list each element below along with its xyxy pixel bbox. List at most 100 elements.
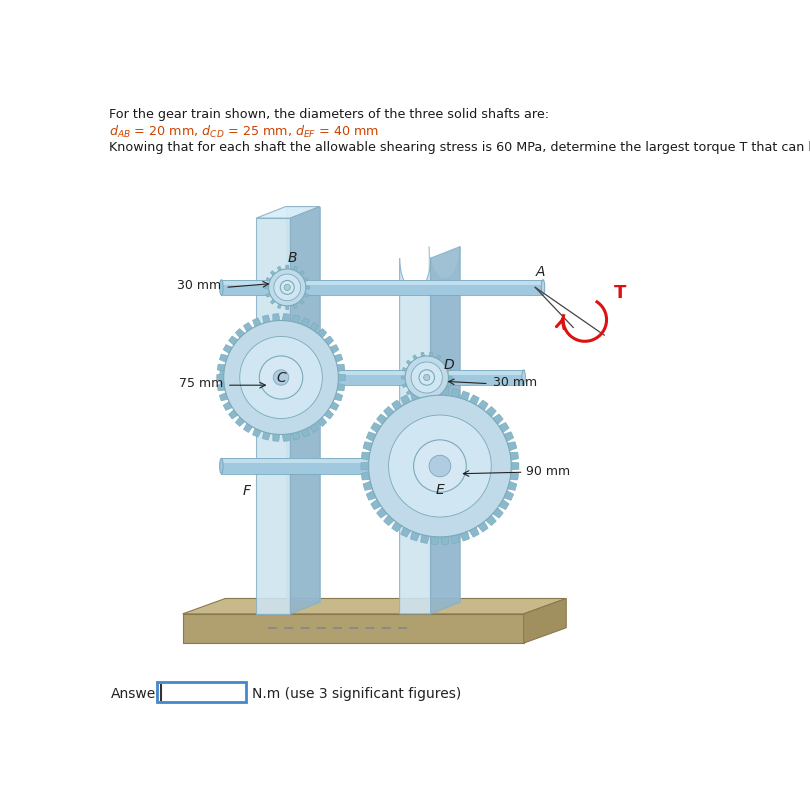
Polygon shape: [441, 535, 449, 545]
Text: N.m (use 3 significant figures): N.m (use 3 significant figures): [252, 686, 461, 701]
Circle shape: [429, 456, 451, 477]
Polygon shape: [421, 397, 425, 403]
Polygon shape: [411, 392, 420, 403]
Polygon shape: [450, 534, 459, 544]
Polygon shape: [484, 407, 497, 418]
Polygon shape: [413, 355, 418, 362]
Text: F: F: [243, 483, 251, 497]
Text: T: T: [614, 284, 627, 302]
Circle shape: [273, 371, 289, 386]
Circle shape: [259, 357, 303, 400]
Polygon shape: [509, 453, 518, 461]
Polygon shape: [502, 432, 514, 443]
Text: C: C: [276, 371, 286, 385]
Polygon shape: [484, 514, 497, 526]
Polygon shape: [361, 472, 372, 480]
Polygon shape: [428, 397, 433, 403]
Circle shape: [224, 321, 339, 435]
Text: 30 mm: 30 mm: [492, 375, 537, 388]
Polygon shape: [282, 433, 289, 442]
Polygon shape: [302, 278, 309, 283]
Ellipse shape: [220, 281, 223, 296]
Text: D: D: [444, 357, 454, 371]
Polygon shape: [262, 315, 271, 325]
Polygon shape: [286, 305, 289, 311]
Polygon shape: [413, 394, 418, 401]
Polygon shape: [286, 266, 289, 271]
Polygon shape: [298, 272, 304, 277]
Text: $d_{AB}$ = 20 mm, $d_{CD}$ = 25 mm, $d_{EF}$ = 40 mm: $d_{AB}$ = 20 mm, $d_{CD}$ = 25 mm, $d_{…: [109, 123, 379, 139]
Circle shape: [274, 275, 301, 302]
Polygon shape: [411, 530, 420, 542]
Polygon shape: [253, 319, 262, 329]
Polygon shape: [322, 337, 334, 347]
Polygon shape: [441, 361, 447, 367]
Polygon shape: [497, 499, 509, 510]
Polygon shape: [468, 395, 480, 407]
Polygon shape: [328, 345, 339, 355]
Polygon shape: [377, 414, 389, 426]
Polygon shape: [476, 521, 488, 532]
Polygon shape: [228, 337, 239, 347]
Circle shape: [414, 440, 467, 492]
Polygon shape: [431, 535, 439, 545]
Circle shape: [419, 371, 434, 386]
Polygon shape: [492, 507, 503, 518]
Polygon shape: [182, 599, 566, 614]
Polygon shape: [221, 281, 543, 285]
Polygon shape: [502, 490, 514, 500]
Polygon shape: [221, 281, 543, 296]
Polygon shape: [182, 614, 523, 643]
Polygon shape: [371, 423, 382, 434]
Ellipse shape: [220, 371, 223, 386]
Polygon shape: [220, 354, 229, 363]
Polygon shape: [401, 376, 407, 380]
Polygon shape: [445, 384, 451, 388]
Polygon shape: [366, 432, 377, 443]
Polygon shape: [407, 389, 412, 396]
Polygon shape: [403, 368, 408, 373]
Polygon shape: [431, 247, 460, 614]
Polygon shape: [441, 389, 447, 396]
Polygon shape: [292, 431, 300, 440]
Circle shape: [405, 357, 449, 400]
Circle shape: [389, 415, 491, 517]
Circle shape: [240, 337, 322, 419]
Polygon shape: [509, 462, 519, 470]
Polygon shape: [309, 423, 318, 433]
Polygon shape: [447, 376, 452, 380]
Polygon shape: [273, 433, 280, 442]
Polygon shape: [371, 499, 382, 510]
Text: For the gear train shown, the diameters of the three solid shafts are:: For the gear train shown, the diameters …: [109, 108, 549, 121]
Text: 75 mm: 75 mm: [179, 377, 223, 390]
Ellipse shape: [220, 459, 223, 474]
Polygon shape: [459, 392, 470, 403]
Polygon shape: [221, 459, 497, 474]
Circle shape: [369, 396, 511, 537]
Polygon shape: [366, 490, 377, 500]
Polygon shape: [282, 314, 289, 324]
Circle shape: [411, 363, 442, 393]
Polygon shape: [300, 319, 309, 329]
Polygon shape: [476, 401, 488, 413]
Polygon shape: [271, 272, 276, 277]
Polygon shape: [392, 401, 403, 413]
FancyBboxPatch shape: [157, 683, 246, 702]
Polygon shape: [429, 247, 460, 603]
Polygon shape: [420, 534, 430, 544]
Polygon shape: [292, 267, 297, 273]
Polygon shape: [431, 388, 439, 398]
Polygon shape: [221, 459, 497, 464]
Polygon shape: [305, 286, 309, 290]
Polygon shape: [273, 314, 280, 324]
Circle shape: [269, 269, 306, 307]
Polygon shape: [384, 514, 395, 526]
Polygon shape: [335, 384, 345, 392]
Polygon shape: [309, 323, 318, 334]
Polygon shape: [450, 389, 459, 400]
Polygon shape: [333, 393, 343, 401]
Polygon shape: [384, 407, 395, 418]
Polygon shape: [228, 409, 239, 419]
Polygon shape: [363, 481, 374, 491]
Polygon shape: [262, 431, 271, 440]
